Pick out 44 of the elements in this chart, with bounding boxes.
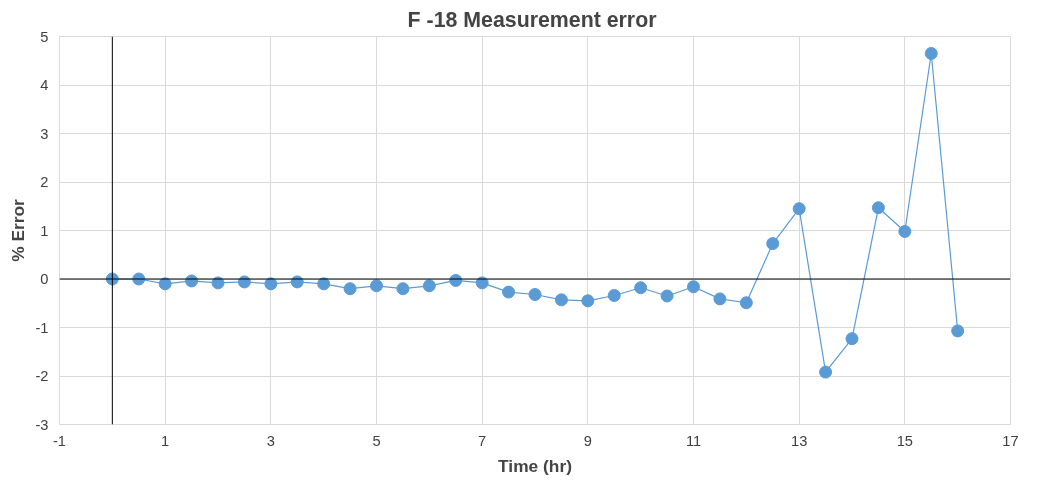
point [370, 279, 383, 293]
point [607, 289, 621, 302]
point [554, 293, 568, 307]
x-tick-label: 11 [685, 432, 702, 449]
point [396, 282, 410, 296]
point [819, 365, 833, 379]
point [898, 224, 912, 238]
x-tick-label: 17 [1002, 432, 1019, 449]
point [713, 292, 727, 306]
point [951, 324, 965, 338]
x-tick-label: 7 [478, 432, 487, 449]
y-tick-label: 2 [40, 174, 49, 190]
y-tick-label: 5 [40, 28, 49, 45]
y-tick-label: -2 [35, 368, 49, 384]
point [422, 279, 436, 293]
x-tick-label: -1 [52, 432, 67, 449]
point [739, 296, 753, 310]
point [845, 332, 859, 346]
x-tick-label: 13 [791, 432, 808, 449]
y-tick-label: -1 [35, 319, 49, 336]
x-tick-label: 9 [583, 432, 592, 449]
y-tick-label: 3 [40, 125, 49, 142]
point [634, 281, 648, 295]
point [528, 288, 542, 302]
y-tick-label: 0 [40, 271, 49, 287]
point [581, 294, 595, 308]
x-tick-label: 3 [266, 432, 275, 449]
point [502, 285, 516, 299]
y-tick-label: 1 [40, 222, 49, 239]
y-tick-label: 4 [40, 77, 49, 93]
y-axis-title: % Error [7, 198, 28, 262]
point [687, 280, 700, 294]
chart-title: F -18 Measurement error [407, 7, 657, 32]
y-tick-label: -3 [35, 416, 49, 433]
point [343, 282, 357, 296]
point [792, 202, 806, 216]
x-tick-label: 5 [372, 432, 381, 449]
x-tick-label: 15 [896, 432, 913, 449]
x-axis-title: Time (hr) [498, 455, 572, 476]
x-tick-label: 1 [161, 432, 170, 449]
point [924, 46, 938, 60]
point [871, 201, 885, 215]
point [766, 237, 780, 251]
point [660, 289, 674, 303]
